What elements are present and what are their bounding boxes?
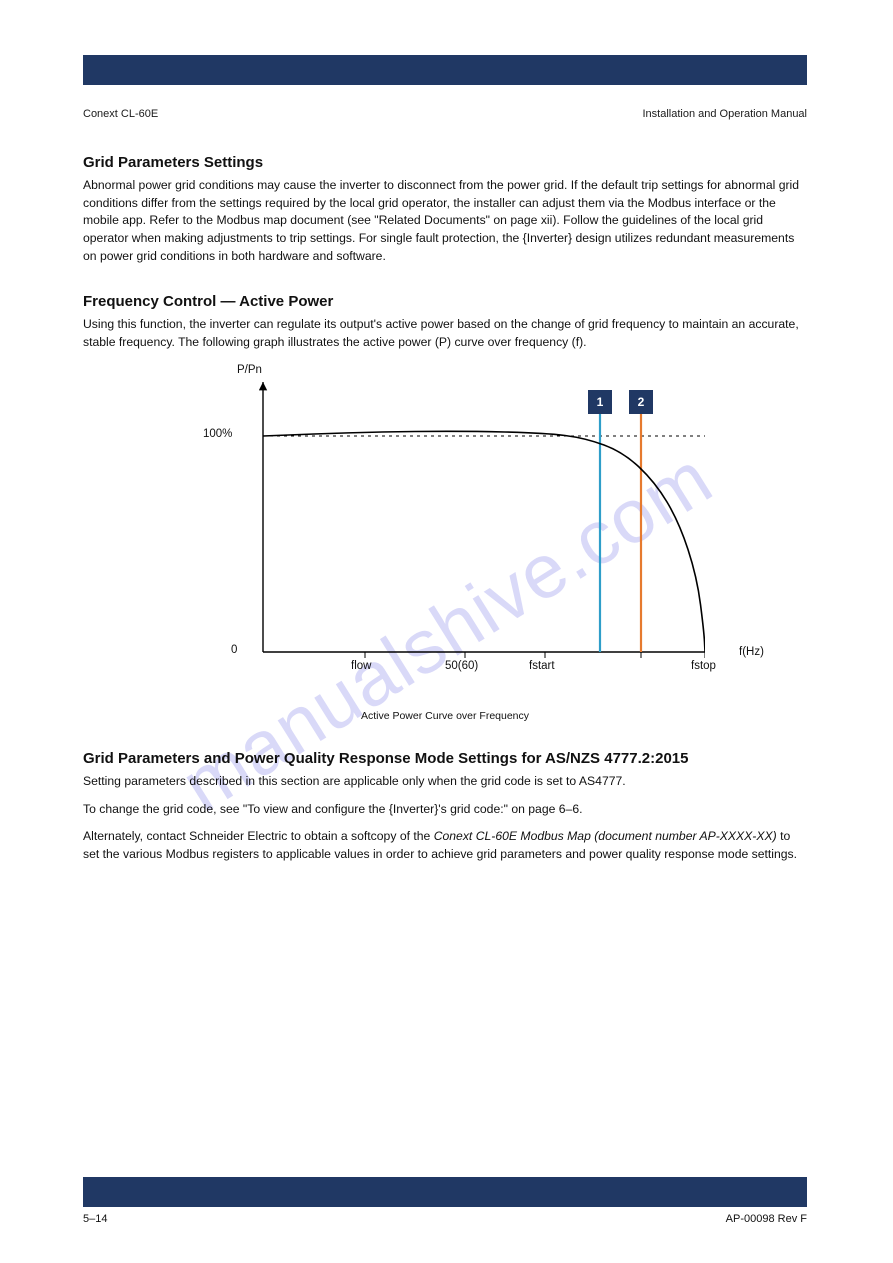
asnzs-para1: Setting parameters described in this sec… [83, 773, 807, 791]
y-100pct-label: 100% [203, 428, 232, 440]
freq-control-heading: Frequency Control — Active Power [83, 293, 807, 310]
freq-control-figure: 1 2 P/Pn f(Hz) 100% 0 flow 50(60) fstart… [185, 362, 705, 702]
content-area: Conext CL-60E Installation and Operation… [83, 108, 807, 892]
asnzs-para3-doc: Conext CL-60E Modbus Map (document numbe… [434, 829, 777, 843]
chart-marker-1: 1 [588, 390, 612, 414]
freq-control-text: Using this function, the inverter can re… [83, 316, 807, 351]
asnzs-section: Grid Parameters and Power Quality Respon… [83, 750, 807, 864]
running-header: Conext CL-60E Installation and Operation… [83, 108, 807, 120]
marker-1-label: 1 [597, 395, 604, 409]
x-axis-label: f(Hz) [739, 646, 764, 658]
asnzs-para2: To change the grid code, see "To view an… [83, 801, 807, 819]
y-origin-label: 0 [231, 644, 237, 656]
asnzs-para3: Alternately, contact Schneider Electric … [83, 828, 807, 863]
x-tick-fstop: fstop [691, 660, 716, 672]
header-bar [83, 55, 807, 85]
y-axis-label: P/Pn [237, 364, 262, 376]
doc-title: Installation and Operation Manual [643, 108, 808, 120]
footer-version: AP-00098 Rev F [726, 1213, 807, 1225]
asnzs-para3-prefix: Alternately, contact Schneider Electric … [83, 829, 434, 843]
footer-bar [83, 1177, 807, 1207]
figure-caption: Active Power Curve over Frequency [83, 710, 807, 722]
chart-marker-2: 2 [629, 390, 653, 414]
asnzs-heading: Grid Parameters and Power Quality Respon… [83, 750, 807, 767]
page-root: manualshive.com Conext CL-60E Installati… [0, 0, 893, 1263]
asnzs-para2-link[interactable]: "To view and configure the {Inverter}'s … [243, 802, 583, 816]
grid-params-heading: Grid Parameters Settings [83, 154, 807, 171]
asnzs-para2-prefix: To change the grid code, see [83, 802, 243, 816]
model-name: Conext CL-60E [83, 108, 158, 120]
x-tick-fstart: fstart [529, 660, 555, 672]
x-tick-flow: flow [351, 660, 371, 672]
footer-page-number: 5–14 [83, 1213, 107, 1225]
grid-params-text: Abnormal power grid conditions may cause… [83, 177, 807, 265]
grid-params-section: Grid Parameters Settings Abnormal power … [83, 154, 807, 265]
chart-svg [185, 362, 705, 662]
marker-2-label: 2 [638, 395, 645, 409]
freq-control-section: Frequency Control — Active Power Using t… [83, 293, 807, 721]
x-tick-5060: 50(60) [445, 660, 478, 672]
